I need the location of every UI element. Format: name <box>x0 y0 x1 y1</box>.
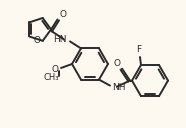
Text: O: O <box>52 65 59 73</box>
Text: F: F <box>137 45 142 54</box>
Text: HN: HN <box>54 35 67 44</box>
Text: O: O <box>34 36 41 45</box>
Text: O: O <box>114 59 121 68</box>
Text: NH: NH <box>112 83 126 92</box>
Text: CH₃: CH₃ <box>44 73 59 83</box>
Text: O: O <box>60 10 67 19</box>
